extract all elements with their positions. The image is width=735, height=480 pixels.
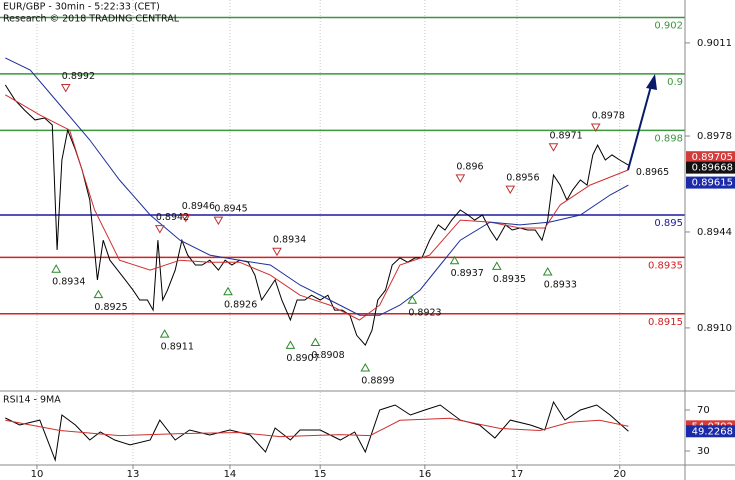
x-tick-label: 10	[31, 469, 44, 480]
x-tick-label: 16	[418, 469, 431, 480]
price-tag-label: 0.89705	[692, 152, 733, 163]
annotation-label: 0.8971	[549, 130, 582, 141]
high-marker	[505, 185, 516, 195]
annotation-label: 0.8907	[286, 353, 319, 364]
chart-subtitle: Research © 2018 TRADING CENTRAL	[3, 14, 180, 25]
y-tick-label: 70	[697, 405, 710, 416]
series-line	[5, 57, 629, 316]
annotation-label: 0.8937	[451, 268, 484, 279]
chart-title: EUR/GBP - 30min - 5:22:33 (CET)	[3, 2, 160, 13]
annotation-label: 0.896	[456, 161, 483, 172]
low-marker	[407, 295, 418, 304]
low-marker	[360, 362, 371, 372]
annotation-label: 0.8946	[182, 201, 215, 212]
annotation-label: 0.8978	[592, 111, 625, 122]
price-tag-label: 0.89615	[692, 178, 733, 189]
annotation-label: 0.8899	[361, 375, 394, 386]
x-tick-label: 13	[127, 469, 140, 480]
annotation-label: 0.8925	[94, 302, 127, 313]
y-tick-label: 30	[697, 446, 710, 457]
x-tick-label: 20	[613, 469, 626, 480]
annotation-label: 0.8911	[161, 342, 194, 353]
low-marker	[285, 340, 296, 349]
low-marker	[223, 286, 233, 296]
price-tag	[686, 176, 735, 189]
low-marker	[449, 255, 460, 265]
y-tick-label: 0.8978	[697, 131, 732, 142]
forecast-arrowhead	[646, 74, 657, 90]
annotation-label: 0.8992	[62, 71, 95, 82]
annotation-label: 0.8934	[273, 235, 306, 246]
price-tag-label: 0.89668	[692, 163, 733, 174]
forecast-arrow	[627, 85, 652, 171]
high-marker	[154, 225, 165, 234]
price-tag	[686, 425, 735, 438]
low-marker	[51, 264, 62, 273]
annotation-label: 0.8956	[506, 173, 539, 184]
high-marker	[548, 143, 559, 152]
y-tick-label: 0.8944	[697, 227, 732, 238]
level-label: 0.895	[654, 218, 683, 229]
high-marker	[180, 213, 191, 223]
series-line	[5, 417, 629, 438]
price-tag	[686, 161, 735, 174]
high-marker	[455, 174, 466, 183]
series-line	[5, 94, 629, 321]
x-tick-label: 15	[314, 469, 327, 480]
annotation-label: 0.8926	[224, 299, 257, 310]
annotation-label: 0.8934	[52, 277, 85, 288]
level-label: 0.8915	[648, 317, 683, 328]
annotation-label: 0.8945	[214, 204, 247, 215]
annotation-label: 0.8942	[156, 212, 189, 223]
price-tag	[686, 151, 735, 164]
annotation-label: 0.8923	[408, 308, 441, 319]
high-marker	[590, 123, 601, 133]
y-tick-label: 0.9011	[697, 38, 732, 49]
high-marker	[213, 216, 224, 226]
panel-title: RSI14 - 9MA	[3, 395, 61, 406]
annotation-label: 0.8965	[636, 167, 669, 178]
low-marker	[93, 289, 104, 299]
low-marker	[491, 261, 502, 270]
low-marker	[159, 329, 170, 338]
level-label: 0.9	[667, 77, 683, 88]
high-marker	[60, 84, 71, 93]
low-marker	[310, 337, 321, 347]
annotation-label: 0.8935	[493, 274, 526, 285]
level-label: 0.8935	[648, 260, 683, 271]
grid	[0, 0, 685, 465]
annotation-label: 0.8908	[311, 350, 344, 361]
price-tag-label: 49.2268	[692, 426, 733, 437]
low-marker	[542, 267, 553, 276]
x-tick-label: 17	[511, 469, 524, 480]
level-label: 0.902	[654, 20, 683, 31]
plot	[4, 57, 629, 462]
x-tick-label: 14	[224, 469, 237, 480]
series-line	[4, 84, 629, 347]
annotation-label: 0.8933	[544, 280, 577, 291]
level-label: 0.898	[654, 133, 683, 144]
y-tick-label: 0.8910	[697, 323, 732, 334]
high-marker	[272, 247, 282, 257]
